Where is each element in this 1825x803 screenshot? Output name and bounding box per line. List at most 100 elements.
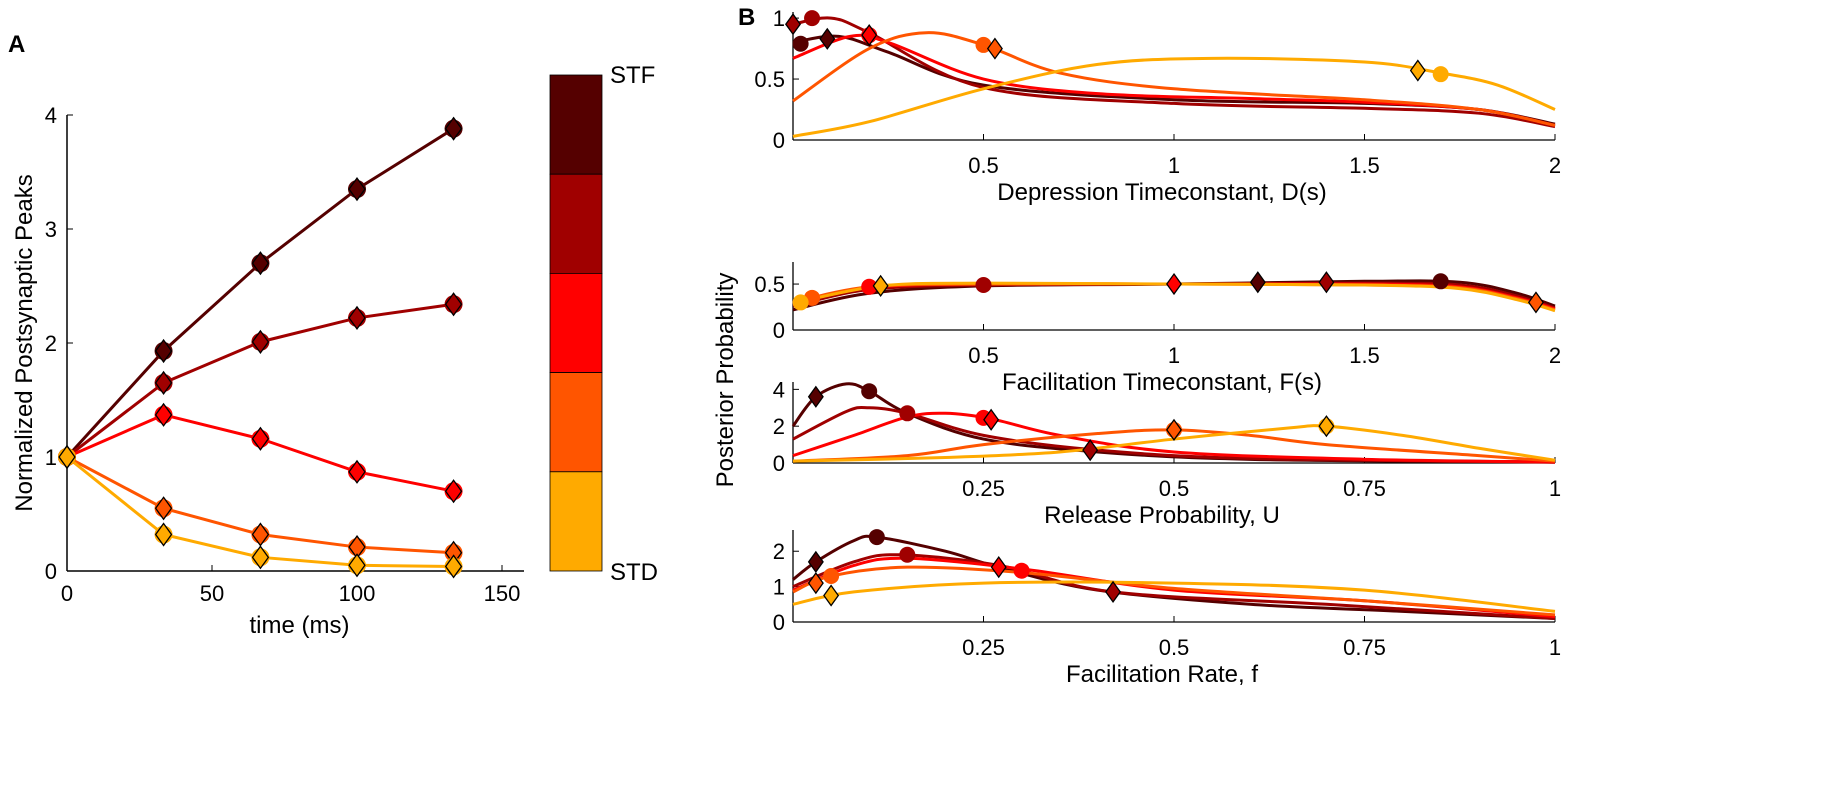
x-tick-label: 2 xyxy=(1549,153,1561,178)
y-tick-label: 1 xyxy=(45,445,57,470)
data-point-diamond xyxy=(348,553,366,578)
y-tick-label: 0 xyxy=(773,128,785,153)
x-tick-label: 0.5 xyxy=(968,343,999,368)
colorbar-segment xyxy=(549,372,603,473)
x-tick-label: 2 xyxy=(1549,343,1561,368)
true-value-diamond xyxy=(1082,439,1099,462)
y-tick-label: 0 xyxy=(773,451,785,476)
true-value-diamond xyxy=(990,556,1007,579)
true-value-diamond xyxy=(1165,272,1183,296)
posterior-curve xyxy=(792,411,1556,464)
subplot-2: 0 0.5 0.5 1 1.5 2 Facilitation Timeconstant, F… xyxy=(754,262,1561,396)
x-axis-label: Depression Timeconstant, D(s) xyxy=(997,179,1326,206)
posterior-mean-circle xyxy=(804,10,821,27)
colorbar-segment xyxy=(549,272,603,373)
true-value-diamond xyxy=(861,24,878,47)
data-point-diamond xyxy=(348,305,366,331)
colorbar-bottom-label: STD xyxy=(610,559,658,586)
y-axis-label: Normalized Postsynaptic Peaks xyxy=(11,174,38,511)
x-tick-label: 1.5 xyxy=(1349,343,1380,368)
x-tick-label: 100 xyxy=(339,581,376,606)
posterior-curve xyxy=(792,580,1556,613)
x-tick-label: 1 xyxy=(1549,635,1561,660)
subplot-4: 0 1 2 0.25 0.5 0.75 1 Facilitation Rate, f xyxy=(773,529,1561,688)
x-tick-label: 150 xyxy=(484,581,521,606)
data-point-diamond xyxy=(154,370,173,396)
true-value-diamond xyxy=(1409,59,1426,82)
b-shared-ylabel: Posterior Probability xyxy=(712,273,739,488)
y-tick-label: 1 xyxy=(773,575,785,600)
posterior-mean-circle xyxy=(1432,66,1449,83)
true-value-diamond xyxy=(1318,415,1335,438)
posterior-mean-circle xyxy=(792,35,809,52)
panel-label-a: A xyxy=(8,31,25,58)
y-tick-label: 0.5 xyxy=(754,272,785,297)
posterior-mean-circle xyxy=(861,278,878,295)
true-value-diamond xyxy=(872,274,889,298)
y-tick-label: 2 xyxy=(45,331,57,356)
data-point-diamond xyxy=(251,426,270,451)
series-line xyxy=(65,127,455,459)
y-tick-label: 0.5 xyxy=(754,67,785,92)
posterior-curve xyxy=(792,56,1556,138)
posterior-curve xyxy=(792,424,1556,463)
colorbar-segment xyxy=(549,74,603,175)
x-tick-label: 1 xyxy=(1549,476,1561,501)
true-value-diamond xyxy=(807,550,824,573)
data-point-diamond xyxy=(444,554,463,579)
true-value-diamond xyxy=(807,385,824,408)
posterior-mean-circle xyxy=(899,405,916,422)
data-point-diamond xyxy=(251,329,270,354)
x-tick-label: 1 xyxy=(1168,343,1180,368)
data-point-diamond xyxy=(444,292,463,317)
y-tick-label: 0 xyxy=(773,610,785,635)
true-value-diamond xyxy=(784,13,802,36)
posterior-curve xyxy=(792,16,1556,129)
posterior-mean-circle xyxy=(823,568,840,584)
true-value-diamond xyxy=(1249,271,1266,294)
true-value-diamond xyxy=(823,584,840,607)
true-value-diamond xyxy=(1318,271,1335,294)
data-point-diamond xyxy=(348,176,366,202)
data-point-diamond xyxy=(154,338,173,364)
posterior-mean-circle xyxy=(792,294,809,311)
posterior-mean-circle xyxy=(1432,273,1449,290)
y-tick-label: 2 xyxy=(773,539,785,564)
y-tick-label: 3 xyxy=(45,217,57,242)
x-tick-label: 0.5 xyxy=(968,153,999,178)
y-tick-label: 4 xyxy=(45,103,57,128)
panel-label-b: B xyxy=(738,4,755,31)
x-tick-label: 0 xyxy=(61,581,73,606)
posterior-curve xyxy=(792,281,1556,313)
data-point-diamond xyxy=(154,496,173,521)
subplot-3: 0 2 4 0.25 0.5 0.75 1 Release Probability, U xyxy=(773,377,1561,529)
x-tick-label: 0.75 xyxy=(1343,476,1386,501)
subplot-1: 0 0.5 1 0.5 1 1.5 2 Depression Timeconstant, D(… xyxy=(754,6,1561,206)
colorbar xyxy=(549,74,603,572)
x-tick-label: 0.25 xyxy=(962,476,1005,501)
data-point-diamond xyxy=(251,545,270,570)
data-point-diamond xyxy=(58,444,76,470)
y-tick-label: 1 xyxy=(773,6,785,31)
true-value-diamond xyxy=(1105,580,1122,604)
data-point-diamond xyxy=(444,479,463,504)
true-value-diamond xyxy=(1527,291,1544,314)
true-value-diamond xyxy=(983,408,1000,431)
posterior-mean-circle xyxy=(861,383,878,400)
posterior-mean-circle xyxy=(975,276,992,293)
posterior-curve xyxy=(792,565,1556,617)
colorbar-segment xyxy=(549,173,603,274)
data-point-diamond xyxy=(251,522,270,547)
colorbar-top-label: STF xyxy=(610,62,655,89)
data-point-diamond xyxy=(348,459,366,484)
panel-b-charts: 0 0.5 1 0.5 1 1.5 2 Depression Timeconstant, D(… xyxy=(754,6,1561,688)
posterior-mean-circle xyxy=(1013,562,1030,579)
x-tick-label: 1 xyxy=(1168,153,1180,178)
panel-a-chart: 0 1 2 3 4 0 50 100 150 time (ms) Normalized Postsy… xyxy=(11,103,524,639)
x-tick-label: 0.5 xyxy=(1159,635,1190,660)
x-axis-label: Facilitation Rate, f xyxy=(1066,661,1258,688)
x-tick-label: 50 xyxy=(200,581,224,606)
colorbar-segment xyxy=(549,471,603,572)
posterior-curve xyxy=(792,405,1556,464)
